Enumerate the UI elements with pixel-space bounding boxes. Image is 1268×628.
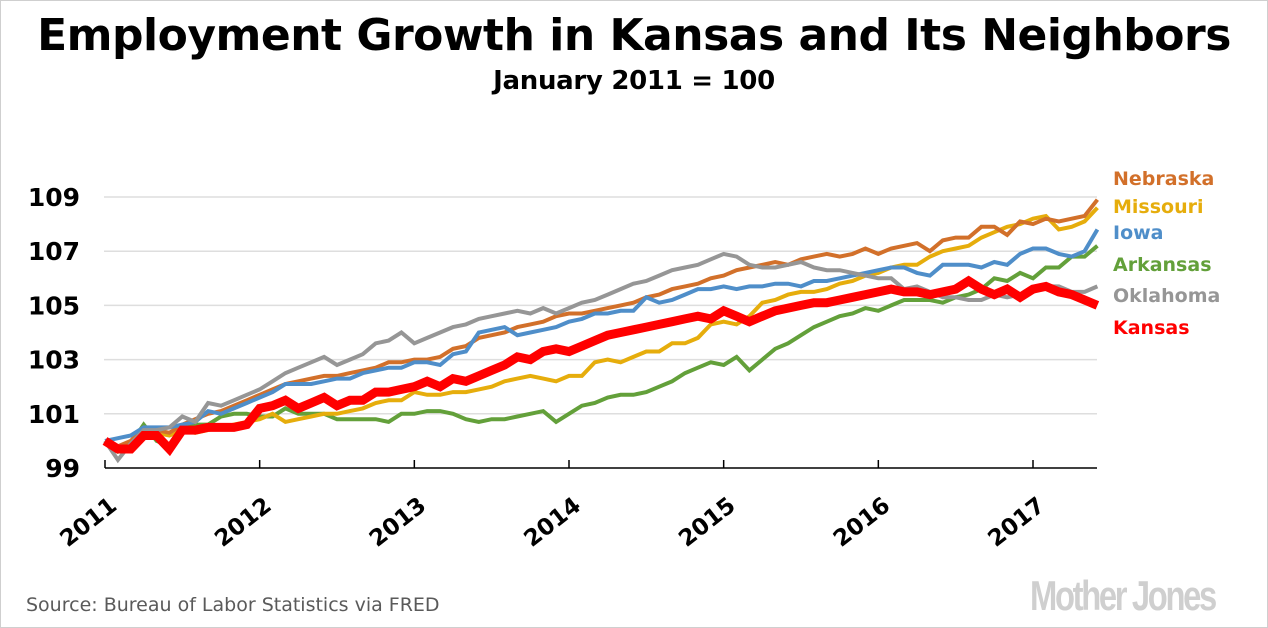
x-tick-label: 2013 — [365, 493, 431, 553]
legend-label-missouri: Missouri — [1113, 196, 1204, 218]
legend-label-iowa: Iowa — [1113, 222, 1164, 244]
series-line-nebraska — [104, 198, 1099, 449]
y-tick-label: 103 — [28, 346, 80, 375]
brand-logo: Mother Jones — [1030, 572, 1217, 619]
series-line-iowa — [104, 228, 1100, 443]
y-tick-label: 107 — [28, 237, 80, 266]
series-line-oklahoma — [103, 251, 1099, 464]
y-tick-label: 105 — [28, 291, 80, 320]
x-tick-label: 2014 — [519, 493, 585, 553]
x-axis-ticks: 2011 2012 2013 2014 2015 2016 2017 — [55, 493, 1049, 553]
legend-label-kansas: Kansas — [1113, 317, 1190, 339]
series-line-kansas — [102, 275, 1100, 457]
x-tick-label: 2016 — [829, 493, 895, 553]
y-tick-label: 101 — [28, 400, 80, 429]
x-axis — [104, 460, 1097, 469]
chart-title: Employment Growth in Kansas and Its Neig… — [37, 10, 1231, 61]
gridlines — [104, 196, 1097, 415]
x-tick-label: 2012 — [210, 493, 276, 553]
x-tick-label: 2017 — [983, 493, 1049, 553]
series-lines — [102, 198, 1100, 464]
legend: Nebraska Missouri Iowa Arkansas Oklahoma Kans… — [1113, 168, 1220, 339]
y-tick-label: 99 — [45, 454, 80, 483]
legend-label-nebraska: Nebraska — [1113, 168, 1214, 190]
x-tick-label: 2011 — [55, 493, 121, 553]
chart-subtitle: January 2011 = 100 — [493, 66, 775, 96]
y-tick-label: 109 — [28, 183, 80, 212]
source-note: Source: Bureau of Labor Statistics via F… — [26, 594, 440, 616]
x-tick-label: 2015 — [674, 493, 740, 553]
legend-label-arkansas: Arkansas — [1113, 254, 1212, 276]
series-line-missouri — [104, 206, 1099, 449]
y-axis-ticks: 99 101 103 105 107 109 — [28, 183, 80, 483]
legend-label-oklahoma: Oklahoma — [1113, 285, 1220, 307]
